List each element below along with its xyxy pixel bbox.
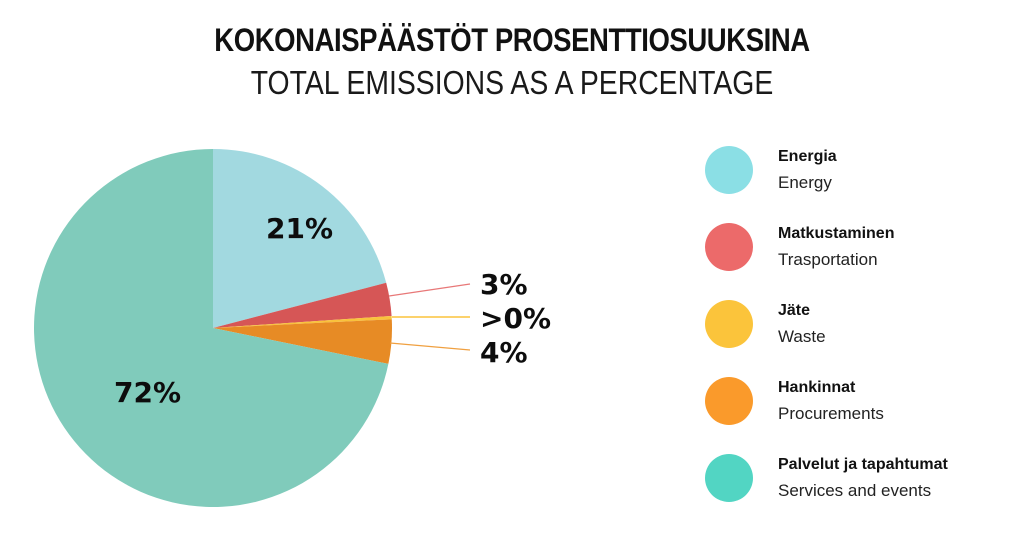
legend-dot-icon (705, 300, 753, 348)
legend-label-fi: Jäte (778, 302, 811, 319)
pie-slice-transportation (213, 282, 392, 328)
slice-label-procurement: 4% (480, 336, 528, 369)
legend-label-fi: Energia (778, 148, 837, 165)
legend-label-en: Trasportation (778, 250, 878, 269)
chart-subtitle: TOTAL EMISSIONS AS A PERCENTAGE (250, 64, 774, 101)
legend-label-en: Services and events (778, 481, 932, 500)
legend-label-fi: Palvelut ja tapahtumat (778, 456, 948, 473)
slice-label-services: 72% (114, 376, 181, 409)
legend-dot-icon (705, 146, 753, 194)
legend-label-en: Energy (778, 173, 832, 192)
legend-dot-icon (705, 454, 753, 502)
pie-slices (33, 149, 392, 508)
pie-slice-energy (213, 149, 387, 328)
slice-label-transport: 3% (480, 268, 528, 301)
leader-line-transport (388, 283, 471, 297)
chart-title: KOKONAISPÄÄSTÖT PROSENTTIOSUUKSINA (214, 22, 810, 58)
slice-label-waste: >0% (480, 302, 551, 335)
pie-slice-services (33, 149, 389, 508)
pie-slice-procurements (213, 319, 392, 364)
legend-label-fi: Hankinnat (778, 379, 856, 396)
slice-label-energy: 21% (266, 212, 333, 245)
legend-label-en: Waste (778, 327, 826, 346)
leader-line-procurement (389, 342, 471, 351)
legend-dot-icon (705, 223, 753, 271)
pie-slice-waste (213, 315, 392, 328)
legend-label-en: Procurements (778, 404, 884, 423)
legend-label-fi: Matkustaminen (778, 225, 895, 242)
legend-dot-icon (705, 377, 753, 425)
